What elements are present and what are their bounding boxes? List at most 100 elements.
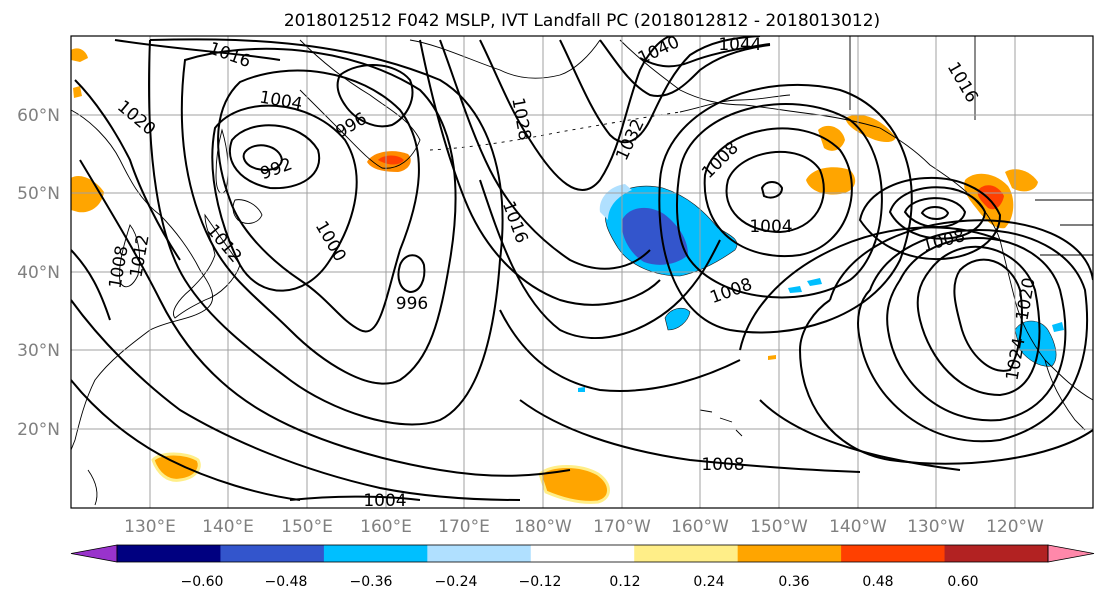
colorbar-tick-label: −0.48 [265, 574, 308, 590]
isobar-label: 1044 [718, 35, 761, 55]
latitude-labels: 60°N 50°N 40°N 30°N 20°N [17, 106, 60, 440]
colorbar-tick-label: −0.12 [519, 574, 562, 590]
lon-label: 150°W [750, 517, 808, 537]
lon-label: 170°W [593, 517, 651, 537]
colorbar-segments [70, 544, 1095, 563]
lon-label: 160°W [671, 517, 729, 537]
isobar-pnw-low-1 [920, 206, 950, 220]
lat-label: 20°N [17, 420, 60, 440]
isobar-west-low-996 [229, 124, 321, 190]
colorbar-segment [737, 545, 842, 562]
isobar-east-1008 [798, 219, 1093, 465]
coast-philippines [87, 469, 98, 506]
lon-label: 170°E [438, 517, 490, 537]
lat-label: 50°N [17, 184, 60, 204]
lon-label: 140°W [829, 517, 887, 537]
isobar-goa-1012 [658, 83, 913, 334]
coast-kamchatka [299, 39, 421, 169]
isobar-east-1024 [953, 258, 1023, 372]
ivt-positive-japan-north-core [378, 155, 404, 165]
ivt-positive-gulf-alaska-1 [818, 125, 845, 151]
isobar-1004-south [289, 495, 421, 501]
coast-asia-east [71, 109, 214, 451]
coast-baja [1044, 359, 1086, 431]
coast-chukotka [409, 39, 601, 79]
isobar-label: 1008 [701, 455, 744, 475]
colorbar-segment [944, 545, 1049, 562]
ivt-positive-canada-inland [1005, 169, 1038, 192]
isobar-label: 1004 [363, 491, 406, 511]
plot-title: 2018012512 F042 MSLP, IVT Landfall PC (2… [284, 11, 880, 31]
isobar-west-1004a [217, 69, 420, 333]
colorbar-tick-label: 0.60 [947, 574, 978, 590]
colorbar-extend-max [1047, 544, 1095, 563]
colorbar-segment [117, 545, 221, 562]
isobar-label: 996 [396, 294, 428, 314]
ivt-negative-small-1 [664, 307, 691, 331]
colorbar-extend-min [70, 544, 118, 563]
isobar-label: 1004 [749, 217, 792, 237]
colorbar-segment [323, 545, 428, 562]
colorbar-ticks: −0.60 −0.48 −0.36 −0.24 −0.12 0.12 0.24 … [181, 574, 979, 590]
isobars [71, 36, 1093, 501]
isobar-pnw-low-3 [888, 186, 987, 240]
ivt-positive-pacific-small [768, 355, 776, 360]
ivt-positive-nw-small [73, 86, 82, 98]
isobar-1020-mid [419, 39, 661, 306]
colorbar-segment [634, 545, 739, 562]
lon-label: 120°W [986, 517, 1044, 537]
isobar-east-1012 [857, 229, 1088, 443]
ivt-positive-tropic-central [538, 465, 610, 504]
ivt-positive-gulf-alaska-2 [806, 167, 856, 195]
isobar-west-1024 [71, 249, 301, 501]
coast-alaska [619, 39, 881, 129]
isobar-pnw-low-2 [903, 197, 967, 228]
colorbar-outline [116, 544, 1049, 563]
isobar-1012-mid [499, 309, 741, 392]
colorbar-tick-label: 0.48 [862, 574, 893, 590]
isobar-goa-1000 [725, 150, 825, 234]
isobar-1024-mid [439, 39, 651, 270]
isobar-1032 [559, 36, 761, 144]
ivt-positive-far-north [71, 48, 88, 62]
colorbar-segment [841, 545, 946, 562]
colorbar-tick-label: −0.36 [350, 574, 393, 590]
colorbar-tick-label: 0.36 [778, 574, 809, 590]
lat-label: 60°N [17, 106, 60, 126]
colorbar-segment [427, 545, 532, 562]
lat-label: 40°N [17, 263, 60, 283]
colorbar-tick-label: −0.60 [181, 574, 224, 590]
isobar-east-1004 [739, 226, 1001, 471]
isobar-1016-mid [479, 179, 721, 339]
colorbar-tick-label: 0.12 [609, 574, 640, 590]
ivt-negative-small-4 [578, 387, 585, 392]
colorbar-segment [220, 545, 325, 562]
coast-hawaii [699, 409, 743, 437]
lon-label: 160°E [360, 517, 412, 537]
isobar-1036 [599, 39, 771, 97]
isobar-west-1008 [180, 47, 457, 385]
isobar-pnw-1004 [858, 176, 1002, 261]
coast-us-west [999, 239, 1093, 401]
isobar-1008-mid [519, 399, 861, 473]
lon-label: 150°E [281, 517, 333, 537]
longitude-labels: 130°E 140°E 150°E 160°E 170°E 180°W 170°… [124, 517, 1044, 537]
colorbar-segment [530, 545, 635, 562]
coast-canada-border [849, 36, 976, 120]
lon-label: 130°E [124, 517, 176, 537]
map-frame [70, 35, 1094, 509]
isobar-goa-996 [760, 181, 784, 199]
coast-alaska-peninsula [679, 94, 791, 113]
isobar-goa-1008 [676, 103, 883, 299]
ivt-negative-small-2 [807, 278, 822, 286]
isobar-996-n [336, 64, 414, 128]
lat-label: 30°N [17, 341, 60, 361]
isobar-996-kuril [397, 254, 426, 294]
isobar-1028 [479, 36, 671, 191]
colorbar: −0.60 −0.48 −0.36 −0.24 −0.12 0.12 0.24 … [70, 544, 1095, 590]
ivt-negative-region-california [1014, 320, 1057, 367]
lon-label: 140°E [202, 517, 254, 537]
isobar-east-1020 [916, 245, 1041, 397]
isobar-west-low-992 [242, 144, 284, 171]
